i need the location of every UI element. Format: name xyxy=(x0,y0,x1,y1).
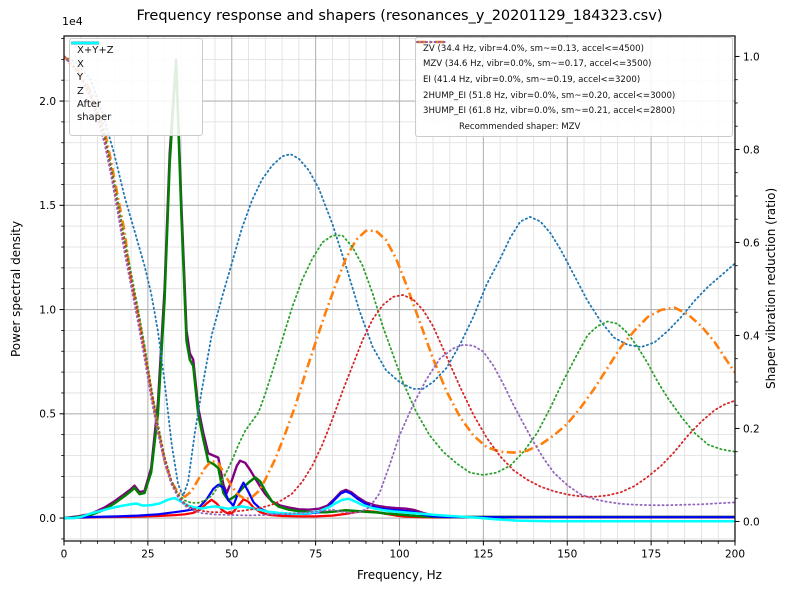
legend-swatch-3hump-ei xyxy=(416,41,446,43)
x-tick-label: 75 xyxy=(309,549,322,561)
y-left-tick-label: 1.5 xyxy=(39,200,56,212)
series-2hump-ei xyxy=(64,55,735,514)
legend-item-after-shaper: After shaper xyxy=(71,41,195,124)
y-axis-label-right: Shaper vibration reduction (ratio) xyxy=(764,187,778,390)
legend-label: ZV (34.4 Hz, vibr=4.0%, sm~=0.13, accel<… xyxy=(423,43,644,54)
x-axis-label: Frequency, Hz xyxy=(357,568,442,582)
legend-label: 2HUMP_EI (51.8 Hz, vibr=0.0%, sm~=0.20, … xyxy=(423,90,676,101)
y-left-tick-label: 1.0 xyxy=(39,304,56,316)
legend-label: 3HUMP_EI (61.8 Hz, vibr=0.0%, sm~=0.21, … xyxy=(423,106,676,117)
x-tick-label: 50 xyxy=(225,549,238,561)
legend-item-3hump-ei: 3HUMP_EI (61.8 Hz, vibr=0.0%, sm~=0.21, … xyxy=(416,41,725,119)
y-left-tick-label: 2.0 xyxy=(39,96,56,108)
y-right-tick-label: 0.8 xyxy=(743,144,760,156)
x-tick-label: 25 xyxy=(141,549,154,561)
y-right-tick-label: 0.6 xyxy=(743,237,760,249)
series-3hump-ei xyxy=(64,55,735,517)
legend-psd: X+Y+Z X Y Z After shaper xyxy=(69,38,203,136)
series-zv xyxy=(64,55,735,497)
legend-item-ei: EI (41.4 Hz, vibr=0.0%, sm~=0.19, accel<… xyxy=(416,41,725,88)
y-right-tick-label: 0.0 xyxy=(743,516,760,528)
legend-item-mzv: MZV (34.6 Hz, vibr=0.0%, sm~=0.17, accel… xyxy=(417,40,725,73)
series-after-shaper xyxy=(64,496,735,523)
legend-item-zv: ZV (34.4 Hz, vibr=4.0%, sm~=0.13, accel<… xyxy=(416,41,725,57)
legend-item-note: Recommended shaper: MZV xyxy=(423,119,725,135)
y-right-tick-label: 0.2 xyxy=(743,423,760,435)
legend-label: After shaper xyxy=(77,99,112,123)
x-tick-label: 0 xyxy=(61,549,68,561)
x-tick-label: 125 xyxy=(473,549,493,561)
legend-label: X xyxy=(77,58,84,70)
legend-item-x: X xyxy=(71,41,195,72)
legend-shapers: ZV (34.4 Hz, vibr=4.0%, sm~=0.13, accel<… xyxy=(415,37,733,137)
x-tick-label: 200 xyxy=(725,549,745,561)
legend-item-y: Y xyxy=(71,41,195,85)
chart-title: Frequency response and shapers (resonanc… xyxy=(136,8,663,24)
x-tick-label: 100 xyxy=(389,549,409,561)
x-tick-label: 175 xyxy=(641,549,661,561)
series-ei xyxy=(64,55,735,504)
legend-label: EI (41.4 Hz, vibr=0.0%, sm~=0.19, accel<… xyxy=(423,74,641,85)
series-x xyxy=(64,498,735,520)
legend-swatch-after-shaper xyxy=(71,41,99,45)
legend-item-z: Z xyxy=(71,41,195,99)
y-axis-label-left: Power spectral density xyxy=(9,220,23,357)
legend-label: MZV (34.6 Hz, vibr=0.0%, sm~=0.17, accel… xyxy=(423,59,652,70)
legend-swatch-blank xyxy=(423,123,453,131)
legend-label: Z xyxy=(77,85,84,97)
y-axis-multiplier: 1e4 xyxy=(62,15,83,28)
legend-item-2hump-ei: 2HUMP_EI (51.8 Hz, vibr=0.0%, sm~=0.20, … xyxy=(416,41,725,104)
curves xyxy=(64,55,735,523)
series-mzv xyxy=(64,55,735,501)
y-left-tick-label: 0.5 xyxy=(39,409,56,421)
y-right-tick-label: 0.4 xyxy=(743,330,760,342)
legend-label: Y xyxy=(77,72,84,83)
legend-label: Recommended shaper: MZV xyxy=(459,121,581,132)
legend-label: X+Y+Z xyxy=(77,45,114,56)
y-right-tick-label: 1.0 xyxy=(743,51,760,63)
y-left-tick-label: 0.0 xyxy=(39,513,56,525)
axis-ticks: 0 25 50 75 100 125 150 175 200 0.0 0.5 1.0 1.5 2.0 0.0… xyxy=(39,38,760,561)
x-tick-label: 150 xyxy=(557,549,577,561)
